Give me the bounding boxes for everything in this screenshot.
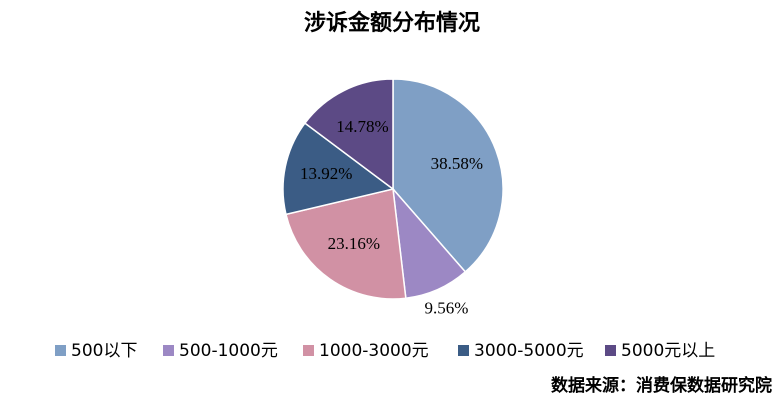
source: 数据来源：消费保数据研究院	[551, 375, 772, 395]
legend-swatch	[163, 345, 174, 356]
data-label: 9.56%	[425, 299, 469, 318]
pie-slice	[282, 122, 395, 216]
legend-swatch	[55, 345, 66, 356]
legend-label: 500以下	[71, 341, 137, 361]
data-label: 23.16%	[328, 234, 380, 253]
pie-slice	[392, 78, 504, 273]
data-label: 13.92%	[300, 164, 352, 183]
pie-slice	[285, 188, 407, 300]
legend-label: 5000元以上	[621, 341, 715, 361]
legend-swatch	[458, 345, 469, 356]
chart-title: 涉诉金额分布情况	[304, 10, 480, 35]
legend-swatch	[605, 345, 616, 356]
pie-slice	[303, 78, 394, 191]
data-label: 38.58%	[431, 154, 483, 173]
legend-swatch	[303, 345, 314, 356]
legend-label: 3000-5000元	[474, 341, 584, 361]
data-label: 14.78%	[336, 117, 388, 136]
legend-label: 500-1000元	[179, 341, 278, 361]
legend-label: 1000-3000元	[319, 341, 429, 361]
